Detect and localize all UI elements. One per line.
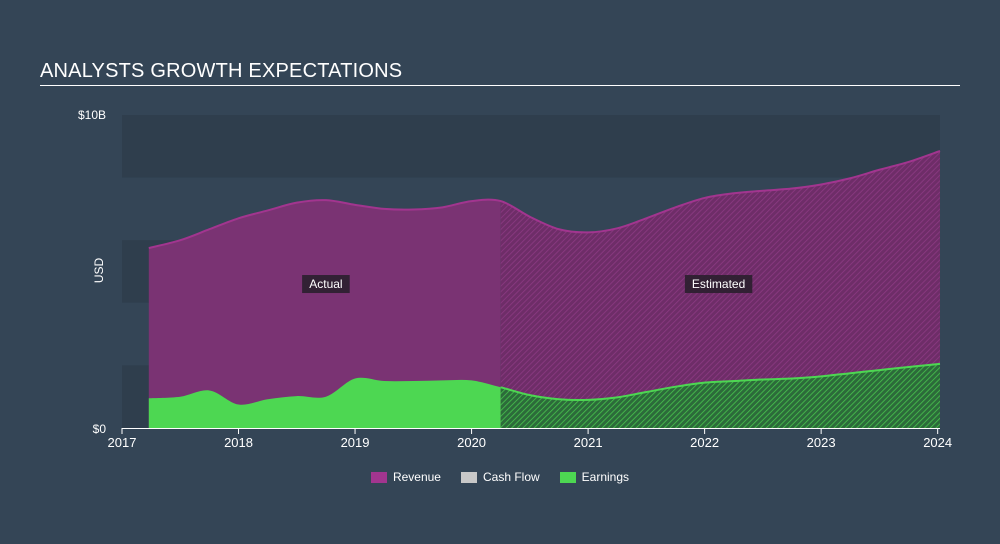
earnings-line xyxy=(500,362,941,401)
annotation-label: Actual xyxy=(309,277,342,291)
page-title: ANALYSTS GROWTH EXPECTATIONS xyxy=(40,60,403,82)
axes: 2017 2018 2019 2020 2021 2022 2023 2024 $0 $10B US… xyxy=(78,108,952,450)
x-tick-label: 2022 xyxy=(690,435,719,450)
x-tick-label: 2017 xyxy=(108,435,137,450)
legend-label-earnings: Earnings xyxy=(581,470,630,484)
earnings-area-actual xyxy=(148,377,501,428)
y-tick-label: $10B xyxy=(78,108,106,122)
revenue-area-actual xyxy=(148,199,501,428)
revenue-line xyxy=(148,150,941,249)
x-tick-label: 2018 xyxy=(224,435,253,450)
legend-swatch-earnings xyxy=(559,471,576,483)
legend: Revenue Cash Flow Earnings xyxy=(0,470,1000,484)
annotation-badge xyxy=(302,275,350,294)
x-tick-label: 2023 xyxy=(807,435,836,450)
legend-label-cash-flow: Cash Flow xyxy=(482,470,540,484)
x-tick-label: 2021 xyxy=(574,435,603,450)
x-tick-label: 2019 xyxy=(341,435,370,450)
y-axis-label: USD xyxy=(92,258,106,284)
annotation-badge xyxy=(684,275,753,294)
annotation-label: Estimated xyxy=(692,277,745,291)
legend-swatch-cash-flow xyxy=(460,471,477,483)
legend-swatch-revenue xyxy=(370,471,387,483)
y-tick-label: $0 xyxy=(93,422,107,436)
earnings-area-estimated xyxy=(500,363,940,428)
legend-label-revenue: Revenue xyxy=(392,470,441,484)
annotations: Actual Estimated xyxy=(302,275,753,294)
legend-item-revenue[interactable]: Revenue xyxy=(370,470,441,484)
legend-item-earnings[interactable]: Earnings xyxy=(559,470,630,484)
x-tick-label: 2024 xyxy=(923,435,952,450)
legend-item-cash-flow[interactable]: Cash Flow xyxy=(460,470,540,484)
title-divider xyxy=(40,85,960,86)
grid-band xyxy=(122,115,940,178)
x-tick-label: 2020 xyxy=(457,435,486,450)
